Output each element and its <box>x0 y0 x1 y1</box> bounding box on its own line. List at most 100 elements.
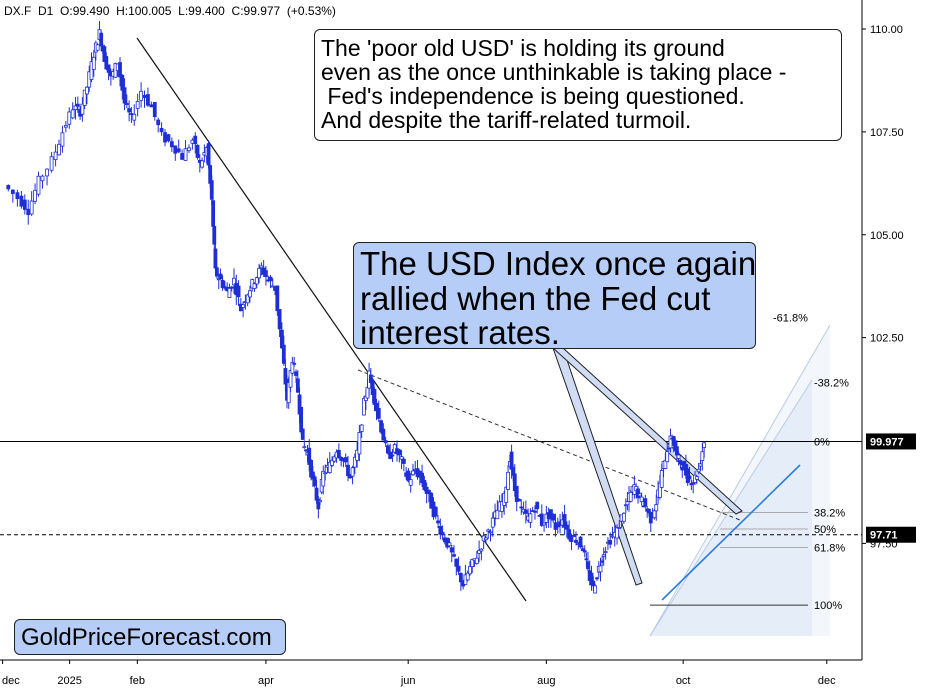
candle-body <box>193 135 198 145</box>
annotation-line: The 'poor old USD' is holding its ground <box>321 35 725 61</box>
low-value: L:99.400 <box>178 4 225 18</box>
fib-label: 50% <box>814 524 836 536</box>
price-tag-label: 99.977 <box>870 436 904 448</box>
candle-body <box>357 432 362 455</box>
x-tick-label: feb <box>130 675 145 687</box>
candle-body <box>595 577 599 580</box>
ohlc-header: DX.F D1 O:99.490 H:100.005 L:99.400 C:99… <box>4 4 336 18</box>
x-tick-label: aug <box>537 675 555 687</box>
candle-body <box>571 535 576 537</box>
candle-body <box>593 585 598 594</box>
candle-body <box>350 467 355 477</box>
candle-body <box>212 226 217 245</box>
candle-body <box>135 101 140 109</box>
candle-body <box>355 449 360 461</box>
candle-body <box>454 558 459 567</box>
fib-label: -61.8% <box>773 312 808 324</box>
interval: D1 <box>38 4 54 18</box>
candle-body <box>352 456 357 468</box>
candle-body <box>159 127 164 133</box>
annotation-line: rallied when the Fed cut <box>360 279 711 317</box>
candle-body <box>452 554 456 557</box>
price-tag-bg <box>866 526 916 543</box>
annotation-line: interest rates. <box>360 314 560 352</box>
fib-label: 61.8% <box>814 542 845 554</box>
candle-body <box>6 185 11 190</box>
annotation-line: even as the once unthinkable is taking p… <box>321 59 787 86</box>
candle-body <box>245 294 250 304</box>
fib-projection-zone <box>649 324 831 637</box>
candle-body <box>346 464 350 477</box>
candle-body <box>176 148 181 153</box>
candle-body <box>163 132 167 143</box>
symbol: DX.F <box>4 4 32 18</box>
candle-body <box>449 547 454 553</box>
candle-body <box>214 267 219 277</box>
candle-series <box>6 21 707 594</box>
candle-body <box>637 493 642 497</box>
candle-body <box>209 180 214 200</box>
candle-body <box>539 513 544 526</box>
candle-body <box>187 147 191 152</box>
candle-body <box>206 143 211 166</box>
price-tags: 99.977 97.71 <box>866 433 916 543</box>
candle-body <box>362 398 366 416</box>
rising-trend-line <box>661 464 801 601</box>
candle-body <box>372 388 377 405</box>
price-tag-bg <box>866 433 916 450</box>
candle-body <box>200 160 204 168</box>
candle-body <box>299 406 304 433</box>
candle-body <box>45 168 49 177</box>
candle-body <box>33 189 37 202</box>
candle-body <box>318 500 322 503</box>
candle-body <box>232 277 236 286</box>
candle-body <box>484 537 488 541</box>
candle-body <box>468 566 472 575</box>
candle-body <box>440 531 445 536</box>
candle-body <box>447 542 452 547</box>
candle-body <box>598 565 603 573</box>
candle-body <box>257 268 261 279</box>
x-tick-label: dec <box>2 675 20 687</box>
candle-body <box>696 468 701 473</box>
candle-body <box>218 273 223 280</box>
annotation-fed-cut: The USD Index once again rallied when th… <box>353 242 756 352</box>
candle-body <box>60 132 65 147</box>
candle-body <box>124 103 129 105</box>
candle-body <box>514 485 519 502</box>
candle-body <box>654 504 659 512</box>
candle-body <box>562 514 567 528</box>
candle-body <box>617 527 622 529</box>
open-value: O:99.490 <box>60 4 110 18</box>
candle-body <box>29 200 34 215</box>
x-tick-label: dec <box>818 675 836 687</box>
candle-body <box>180 153 185 160</box>
candle-body <box>436 520 440 524</box>
candle-body <box>408 479 413 486</box>
candle-body <box>99 32 104 47</box>
candle-body <box>519 506 524 509</box>
candle-body <box>574 539 578 543</box>
candle-body <box>252 283 257 289</box>
candle-body <box>687 475 692 480</box>
candle-body <box>643 498 648 507</box>
candle-body <box>465 572 470 581</box>
x-tick-label: oct <box>676 675 691 687</box>
candle-body <box>586 561 590 570</box>
candle-body <box>82 89 87 106</box>
candle-body <box>433 506 438 517</box>
candle-body <box>495 509 500 520</box>
fib-label: 38.2% <box>814 508 845 520</box>
candle-body <box>127 108 132 113</box>
x-tick-label: apr <box>258 675 274 687</box>
candle-body <box>302 446 307 449</box>
candle-body <box>169 141 174 148</box>
candle-body <box>139 90 143 101</box>
candle-body <box>456 565 461 572</box>
candle-body <box>290 362 295 374</box>
candle-body <box>429 492 434 509</box>
candle-body <box>578 536 583 548</box>
candle-body <box>488 531 493 534</box>
y-tick-label: 110.00 <box>870 24 903 36</box>
candle-body <box>166 134 171 142</box>
